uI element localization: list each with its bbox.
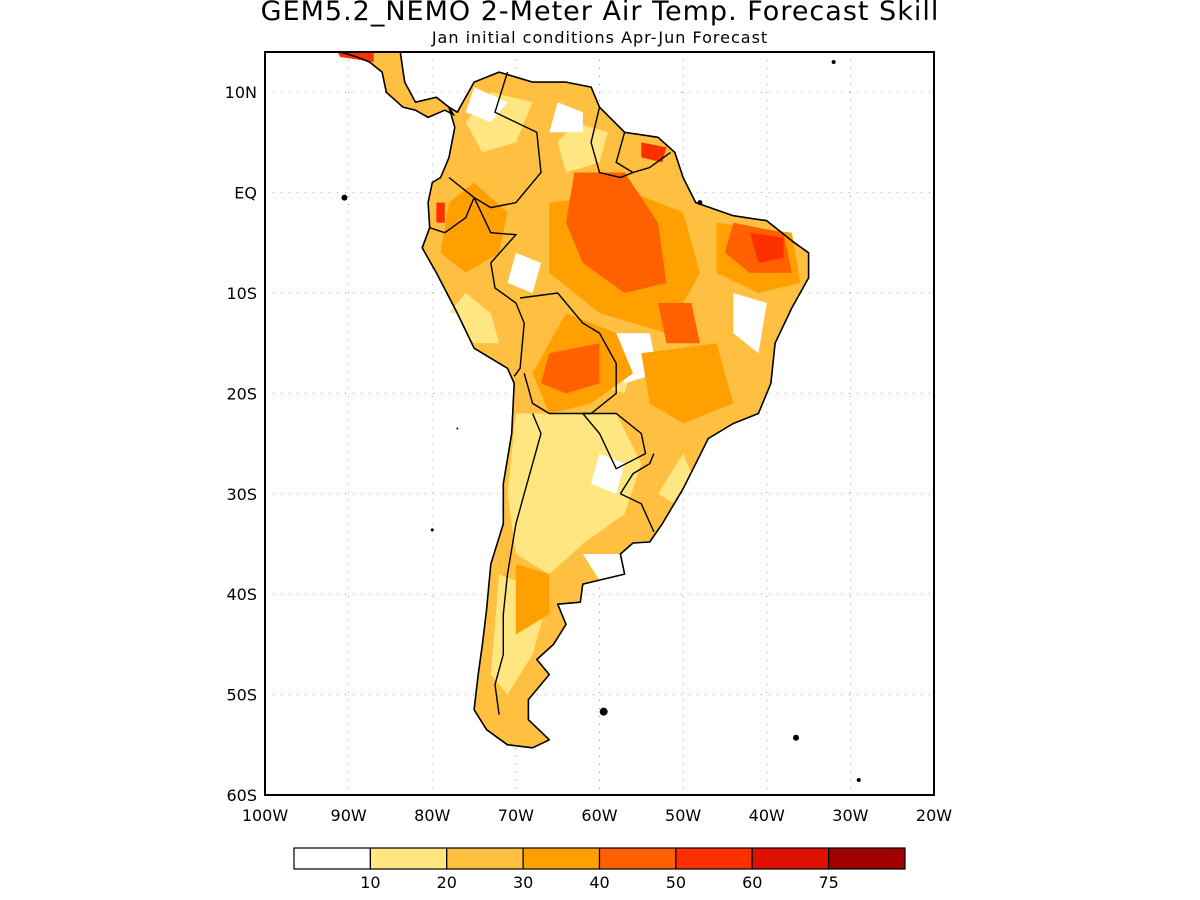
- skill-region: [507, 413, 642, 575]
- skill-region: [566, 172, 667, 293]
- lat-label: EQ: [234, 184, 257, 203]
- colorbar: 10 20 30 40 50 60 75: [293, 847, 906, 892]
- country-border: [473, 71, 542, 209]
- skill-region: [440, 313, 491, 374]
- skill-region: [641, 142, 667, 163]
- lat-label: 10S: [226, 284, 257, 303]
- lon-label: 100W: [242, 806, 289, 825]
- island: [599, 707, 608, 716]
- colorbar-label: 50: [666, 873, 686, 892]
- lon-label: 90W: [331, 806, 367, 825]
- island: [697, 200, 703, 206]
- colorbar-swatch: [522, 847, 601, 870]
- island: [456, 427, 459, 430]
- country-border: [473, 197, 525, 377]
- colorbar-swatch: [598, 847, 677, 870]
- skill-region: [549, 102, 583, 133]
- colorbar-swatch: [446, 847, 524, 870]
- lon-label: 50W: [665, 806, 701, 825]
- island: [547, 10, 551, 14]
- lat-label: 50S: [226, 686, 257, 705]
- coastlines: [339, 10, 861, 782]
- colorbar-swatch: [369, 847, 448, 870]
- colorbar-swatch: [828, 847, 906, 870]
- island: [430, 528, 434, 532]
- country-border: [520, 292, 617, 415]
- country-border: [615, 132, 634, 174]
- country-border: [429, 197, 475, 234]
- colorbar-label: 75: [818, 873, 838, 892]
- skill-region: [641, 343, 734, 424]
- skill-region: [658, 453, 692, 504]
- country-border: [619, 453, 655, 495]
- lat-label: 40S: [226, 585, 257, 604]
- country-border: [448, 176, 475, 199]
- country-border: [494, 413, 542, 715]
- colorbar-label: 40: [589, 873, 609, 892]
- coastline: [339, 52, 456, 119]
- lon-label: 60W: [581, 806, 617, 825]
- lon-label: 80W: [414, 806, 450, 825]
- colorbar-label: 60: [742, 873, 762, 892]
- skill-region: [733, 293, 767, 354]
- country-border: [620, 493, 655, 533]
- lat-label: 30S: [226, 485, 257, 504]
- skill-region: [449, 293, 500, 344]
- latitude-labels: 10N EQ 10S 20S 30S 40S 50S 60S: [225, 83, 257, 805]
- colorbar-label: 10: [360, 873, 380, 892]
- island: [793, 734, 800, 741]
- skill-region: [340, 52, 454, 118]
- skill-region: [591, 453, 625, 494]
- chart-title: GEM5.2_NEMO 2-Meter Air Temp. Forecast S…: [260, 0, 940, 27]
- skill-region: [303, 32, 332, 44]
- skill-region: [436, 202, 445, 223]
- skill-region: [541, 343, 600, 394]
- lon-label: 70W: [498, 806, 534, 825]
- skill-region: [750, 232, 784, 263]
- country-border: [590, 107, 672, 179]
- country-border: [582, 412, 647, 470]
- skill-shading: [303, 32, 809, 748]
- longitude-labels: 100W 90W 80W 70W 60W 50W 40W 30W 20W: [242, 806, 952, 825]
- colorbar-label: 20: [437, 873, 457, 892]
- colorbar-swatch: [293, 847, 371, 870]
- lon-label: 40W: [749, 806, 785, 825]
- skill-region: [658, 303, 700, 344]
- island: [856, 777, 861, 782]
- lon-label: 20W: [916, 806, 952, 825]
- lat-label: 60S: [226, 786, 257, 805]
- lat-label: 20S: [226, 384, 257, 403]
- skill-region: [582, 554, 625, 581]
- colorbar-label: 30: [513, 873, 533, 892]
- map-frame: [264, 51, 935, 796]
- chart-subtitle: Jan initial conditions Apr-Jun Forecast: [431, 28, 769, 47]
- island: [831, 60, 836, 65]
- colorbar-swatch: [675, 847, 753, 870]
- coastline: [421, 71, 810, 749]
- skill-region: [440, 182, 508, 273]
- colorbar-swatch: [751, 847, 830, 870]
- lon-label: 30W: [832, 806, 868, 825]
- lat-label: 10N: [225, 83, 257, 102]
- island: [341, 194, 348, 201]
- skill-region: [507, 252, 541, 293]
- skill-region: [515, 564, 550, 635]
